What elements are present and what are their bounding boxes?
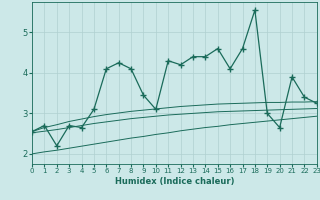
X-axis label: Humidex (Indice chaleur): Humidex (Indice chaleur)	[115, 177, 234, 186]
